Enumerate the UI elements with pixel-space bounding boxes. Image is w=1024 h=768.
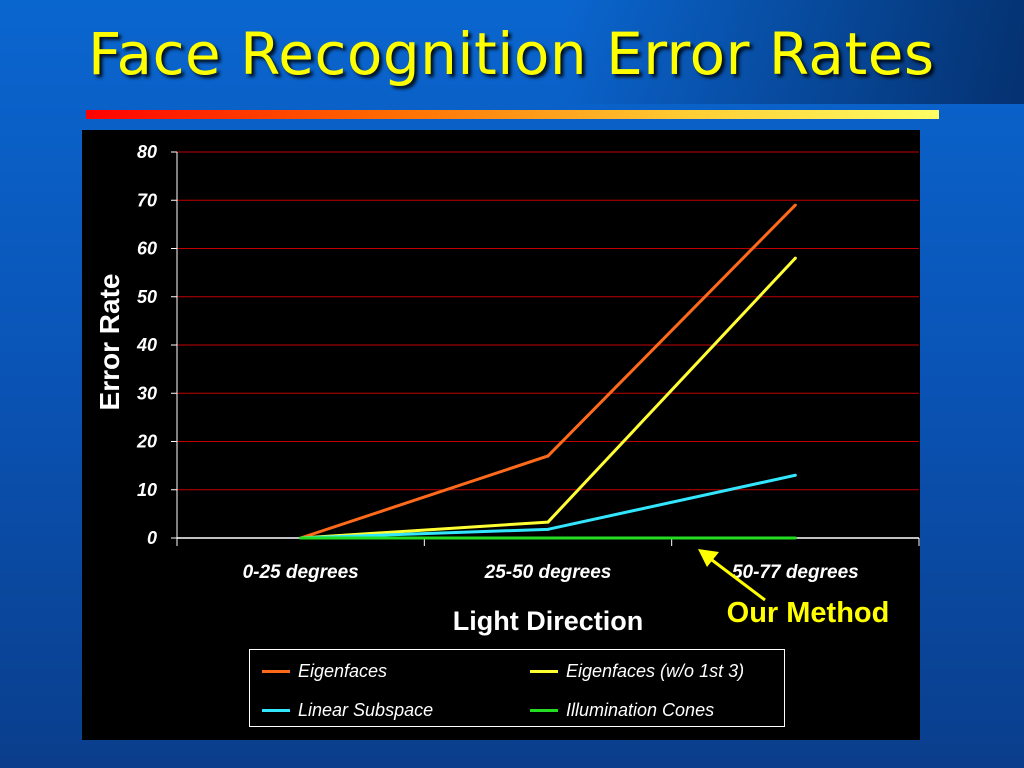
xtick-label-1: 25-50 degrees	[484, 562, 612, 583]
slide-title: Face Recognition Error Rates	[88, 20, 935, 88]
series-2-point-1	[546, 527, 550, 531]
ytick-label-50: 50	[137, 287, 157, 307]
chart-area	[82, 130, 920, 740]
ytick-label-60: 60	[137, 239, 157, 259]
y-axis-title: Error Rate	[94, 274, 125, 411]
title-rule	[86, 110, 939, 119]
x-axis-title: Light Direction	[453, 606, 644, 636]
legend-item-1: Eigenfaces (w/o 1st 3)	[530, 661, 744, 681]
series-3-point-0	[299, 536, 303, 540]
ytick-label-10: 10	[137, 480, 157, 500]
ytick-label-40: 40	[136, 335, 157, 355]
legend-item-2: Linear Subspace	[262, 700, 433, 720]
series-0-point-2	[793, 203, 797, 207]
ytick-label-80: 80	[137, 142, 157, 162]
ytick-label-20: 20	[136, 432, 157, 452]
ytick-label-70: 70	[137, 190, 157, 210]
annotation-arrow-shaft	[703, 552, 766, 602]
annotation-arrow-head	[698, 549, 719, 567]
legend-swatch-2	[262, 708, 290, 712]
series-3-point-1	[546, 536, 550, 540]
series-1-point-1	[546, 520, 550, 524]
ytick-label-30: 30	[137, 383, 157, 403]
xtick-label-2: 50-77 degrees	[732, 562, 859, 583]
series-2-point-2	[793, 473, 797, 477]
legend: Eigenfaces Eigenfaces (w/o 1st 3) Linear S…	[249, 649, 785, 727]
legend-label-1: Eigenfaces (w/o 1st 3)	[566, 660, 745, 681]
title-band	[0, 0, 1024, 104]
series-line-1	[300, 257, 797, 540]
legend-label-2: Linear Subspace	[298, 699, 434, 720]
legend-label-0: Eigenfaces	[298, 660, 388, 681]
series-3-point-2	[793, 536, 797, 540]
series-line-0	[300, 204, 797, 540]
legend-item-0: Eigenfaces	[262, 661, 387, 681]
series-1-point-2	[793, 256, 797, 260]
xtick-label-0: 0-25 degrees	[243, 562, 359, 583]
series-0-point-1	[546, 454, 550, 458]
annotation-our-method: Our Method	[727, 597, 890, 629]
legend-item-3: Illumination Cones	[530, 700, 714, 720]
legend-swatch-3	[530, 708, 558, 712]
legend-swatch-0	[262, 669, 290, 673]
ytick-label-0: 0	[147, 528, 157, 548]
legend-label-3: Illumination Cones	[566, 699, 715, 720]
legend-swatch-1	[530, 669, 558, 673]
